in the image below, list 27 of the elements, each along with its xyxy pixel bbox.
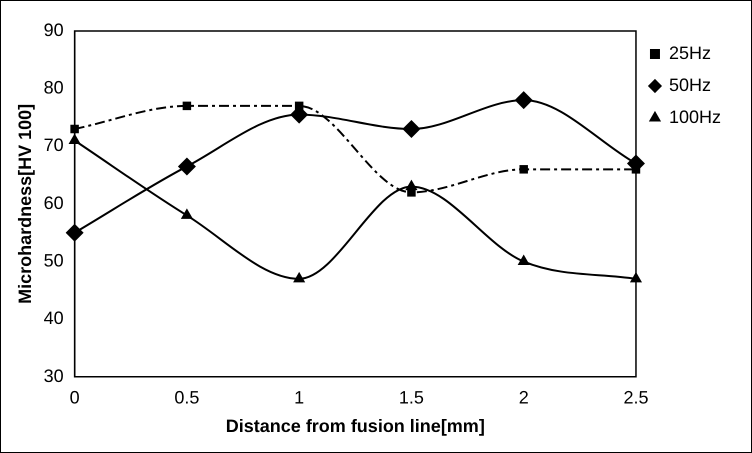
legend-label: 50Hz bbox=[668, 74, 711, 95]
point bbox=[182, 102, 192, 110]
y-tick-label: 30 bbox=[44, 366, 64, 386]
point bbox=[402, 120, 420, 138]
x-tick-label: 1 bbox=[294, 388, 304, 408]
y-tick-label: 80 bbox=[44, 78, 64, 98]
y-tick-label: 70 bbox=[44, 135, 64, 156]
point bbox=[293, 272, 306, 282]
y-tick-label: 60 bbox=[44, 192, 64, 213]
x-axis-title: Distance from fusion line[mm] bbox=[226, 416, 485, 436]
x-tick-label: 1.5 bbox=[398, 388, 424, 408]
point bbox=[178, 157, 196, 176]
point bbox=[514, 91, 533, 110]
point bbox=[518, 254, 530, 266]
y-axis-title: Microhardness[HV 100] bbox=[14, 104, 35, 304]
x-tick-label: 2 bbox=[518, 388, 529, 408]
legend-label: 25Hz bbox=[668, 42, 711, 63]
point bbox=[519, 165, 528, 174]
point bbox=[180, 208, 193, 219]
y-tick-label: 40 bbox=[44, 308, 64, 328]
legend-label: 100Hz bbox=[668, 106, 721, 127]
y-tick-label: 50 bbox=[44, 250, 64, 270]
x-tick-label: 2.5 bbox=[623, 388, 648, 408]
x-tick-label: 0 bbox=[70, 388, 80, 408]
point bbox=[294, 102, 304, 110]
x-tick-label: 0.5 bbox=[174, 388, 200, 408]
y-tick-label: 90 bbox=[44, 20, 64, 40]
